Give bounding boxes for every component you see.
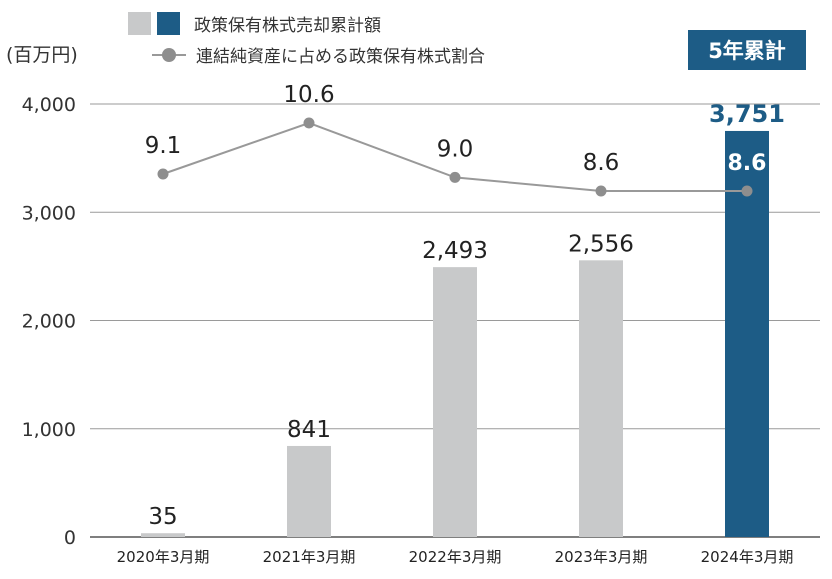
y-axis-unit-label: (百万円) xyxy=(6,44,78,66)
ratio-label: 9.0 xyxy=(437,136,474,162)
y-tick-label: 4,000 xyxy=(22,94,76,116)
bar-value-label: 3,751 xyxy=(709,100,785,128)
legend-line: 連結純資産に占める政策保有株式割合 xyxy=(152,42,485,67)
legend-bar: 政策保有株式売却累計額 xyxy=(128,11,381,36)
ratio-point xyxy=(157,168,169,180)
ratio-point xyxy=(303,117,315,129)
bar xyxy=(141,533,185,537)
y-tick-label: 3,000 xyxy=(22,202,76,224)
bar-value-label: 2,556 xyxy=(568,231,634,257)
x-tick-label: 2024年3月期 xyxy=(701,548,794,566)
bar xyxy=(725,130,769,537)
ratio-label: 8.6 xyxy=(728,151,767,176)
ratio-point xyxy=(595,185,607,197)
legend-swatch-gray xyxy=(128,12,151,35)
bar-value-label: 2,493 xyxy=(422,238,488,264)
x-tick-label: 2023年3月期 xyxy=(555,548,648,566)
ratio-label: 10.6 xyxy=(283,82,334,108)
x-tick-label: 2020年3月期 xyxy=(117,548,210,566)
x-tick-label: 2022年3月期 xyxy=(409,548,502,566)
bar-value-label: 841 xyxy=(287,417,331,443)
y-tick-label: 1,000 xyxy=(22,419,76,441)
ratio-point xyxy=(449,171,461,183)
bar xyxy=(433,267,477,537)
legend-line-label: 連結純資産に占める政策保有株式割合 xyxy=(196,47,485,67)
five-year-total-badge: 5年累計 xyxy=(688,30,806,70)
legend-swatch-blue xyxy=(157,12,180,35)
bar xyxy=(579,260,623,537)
y-tick-label: 2,000 xyxy=(22,311,76,333)
ratio-point xyxy=(741,185,753,197)
bar-value-label: 35 xyxy=(148,504,177,530)
legend-bar-label: 政策保有株式売却累計額 xyxy=(194,16,381,36)
ratio-label: 9.1 xyxy=(145,133,182,159)
x-tick-label: 2021年3月期 xyxy=(263,548,356,566)
y-tick-label: 0 xyxy=(64,527,76,549)
legend-line-marker xyxy=(152,47,186,62)
bar xyxy=(287,445,331,537)
ratio-label: 8.6 xyxy=(583,150,620,176)
